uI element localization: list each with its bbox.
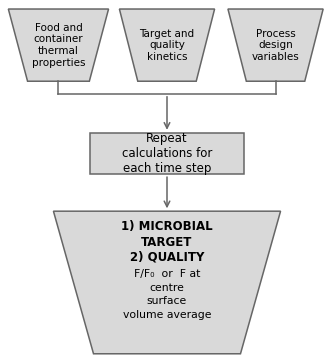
Polygon shape [53,211,281,354]
Polygon shape [120,9,215,81]
Text: F/F₀  or  F at
centre
surface
volume average: F/F₀ or F at centre surface volume avera… [123,269,211,320]
Text: Food and
container
thermal
properties: Food and container thermal properties [32,23,85,68]
Text: 2) QUALITY: 2) QUALITY [130,251,204,264]
Text: Process
design
variables: Process design variables [252,29,299,62]
Text: Repeat
calculations for
each time step: Repeat calculations for each time step [122,132,212,175]
Text: 1) MICROBIAL
TARGET: 1) MICROBIAL TARGET [121,220,213,249]
Text: Target and
quality
kinetics: Target and quality kinetics [139,29,195,62]
Bar [90,133,244,174]
Polygon shape [228,9,323,81]
Polygon shape [8,9,109,81]
